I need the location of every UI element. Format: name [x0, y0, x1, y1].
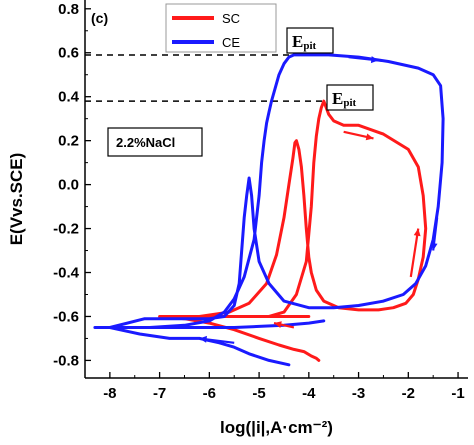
x-tick-label: -2	[402, 385, 415, 402]
text-box-label: 2.2%NaCl	[116, 135, 175, 150]
direction-arrowhead	[199, 335, 207, 343]
x-tick-label: -3	[352, 385, 365, 402]
series-line-ce	[93, 53, 445, 367]
legend-label-sc: SC	[222, 11, 240, 26]
y-axis-ticks: 0.8 0.6 0.4 0.2 0.0 -0.2 -0.4 -0.6 -0.8	[53, 1, 91, 369]
x-tick-label: -7	[153, 385, 166, 402]
direction-arrow	[409, 228, 420, 278]
epit-guide-lines	[85, 54, 338, 102]
nacl-text-box: 2.2%NaCl	[107, 127, 203, 157]
legend-frame	[165, 3, 277, 53]
direction-arrowhead	[274, 321, 282, 329]
direction-arrowhead	[365, 133, 374, 141]
x-tick-label: -6	[203, 385, 216, 402]
series-line-sc	[158, 99, 428, 362]
y-tick-label: -0.2	[53, 221, 79, 238]
y-tick-label: -0.6	[53, 308, 79, 325]
y-tick-label: 0.4	[58, 89, 80, 106]
epit-label-frame	[286, 27, 334, 54]
x-tick-label: -8	[103, 385, 116, 402]
legend-label-ce: CE	[222, 35, 240, 50]
series-layer	[93, 53, 445, 367]
x-tick-label: -1	[451, 385, 464, 402]
x-tick-label: -5	[252, 385, 265, 402]
epit-label-frame	[326, 84, 374, 111]
y-tick-label: 0.6	[58, 45, 79, 62]
epit-annotations: Epit Epit	[286, 27, 374, 111]
y-tick-label: -0.4	[53, 265, 80, 282]
text-box-frame	[107, 127, 203, 157]
direction-arrowhead	[413, 228, 421, 237]
y-axis-title: E(Vvs.SCE)	[7, 153, 26, 246]
direction-arrowhead	[370, 56, 379, 64]
y-tick-label: 0.8	[58, 1, 79, 18]
y-tick-label: 0.0	[58, 177, 79, 194]
legend: SC CE	[165, 3, 277, 53]
y-tick-label: 0.2	[58, 133, 79, 150]
epit-label: Epit	[292, 32, 317, 52]
epit-label: Epit	[332, 89, 357, 109]
y-tick-label: -0.8	[53, 352, 79, 369]
x-axis-ticks: -8 -7 -6 -5 -4 -3 -2 -1	[84, 372, 465, 402]
x-axis-title: log(|i|,A·cm⁻²)	[220, 418, 333, 437]
axes	[84, 0, 468, 379]
panel-label: (c)	[91, 10, 108, 26]
x-tick-label: -4	[302, 385, 316, 402]
direction-arrowhead	[430, 242, 438, 251]
